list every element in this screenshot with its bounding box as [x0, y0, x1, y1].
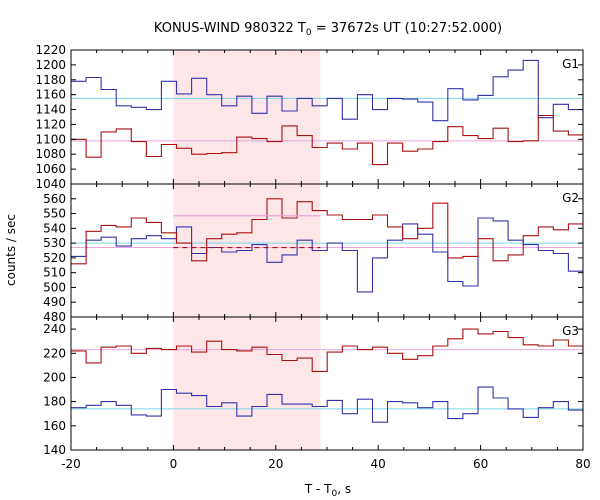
y-axis-title: counts / sec	[4, 214, 18, 286]
series-red-g2	[71, 198, 583, 265]
y-tick-label: 1040	[35, 177, 66, 191]
panel-g3: 140 160 180 200 220 240 G3	[43, 316, 584, 457]
series-red-g3	[71, 328, 583, 372]
series-blue-g3	[71, 386, 583, 423]
y-tick-label: 500	[43, 280, 66, 294]
x-axis-title: T - T0, s	[304, 482, 351, 499]
plot-layer: 1040106010801100112011401160118012001220…	[35, 43, 590, 471]
y-tick-label: 540	[43, 221, 66, 235]
y-tick-label: 200	[43, 370, 66, 384]
panel-label-g2: G2	[562, 191, 579, 205]
y-tick-label: 1140	[35, 103, 66, 117]
y-tick-label: 240	[43, 322, 66, 336]
x-tick-label: -20	[61, 457, 81, 471]
x-tick-label: 60	[473, 457, 488, 471]
series-red-g1	[71, 114, 583, 166]
y-tick-label: 160	[43, 419, 66, 433]
y-tick-label: 220	[43, 346, 66, 360]
panel-label-g3: G3	[562, 324, 579, 338]
y-tick-label: 1220	[35, 43, 66, 57]
y-tick-label: 490	[43, 295, 66, 309]
y-tick-label: 480	[43, 310, 66, 324]
y-tick-label: 520	[43, 251, 66, 265]
series-blue-g1	[71, 59, 583, 122]
y-tick-label: 180	[43, 395, 66, 409]
y-tick-label: 1160	[35, 88, 66, 102]
y-tick-label: 550	[43, 207, 66, 221]
panel-label-g1: G1	[562, 57, 579, 71]
panel-plot-area	[71, 59, 583, 166]
chart-title: KONUS-WIND 980322 T0 = 37672s UT (10:27:…	[154, 21, 502, 38]
x-tick-label: 80	[575, 457, 590, 471]
x-tick-label: 20	[268, 457, 283, 471]
y-tick-label: 560	[43, 192, 66, 206]
y-tick-label: 1060	[35, 162, 66, 176]
y-tick-label: 510	[43, 266, 66, 280]
y-tick-label: 1100	[35, 132, 66, 146]
panel-frame	[70, 316, 584, 451]
y-tick-label: 530	[43, 236, 66, 250]
x-tick-label: 40	[371, 457, 386, 471]
y-tick-label: 1180	[35, 73, 66, 87]
panel-plot-area	[71, 198, 583, 293]
series-blue-g2	[71, 217, 583, 293]
panel-g1: 1040106010801100112011401160118012001220…	[35, 43, 584, 191]
panel-plot-area	[71, 328, 583, 423]
y-tick-label: 1120	[35, 117, 66, 131]
y-tick-label: 140	[43, 443, 66, 457]
y-tick-label: 1200	[35, 58, 66, 72]
x-tick-label: 0	[170, 457, 178, 471]
panel-frame	[70, 49, 584, 185]
y-tick-label: 1080	[35, 147, 66, 161]
